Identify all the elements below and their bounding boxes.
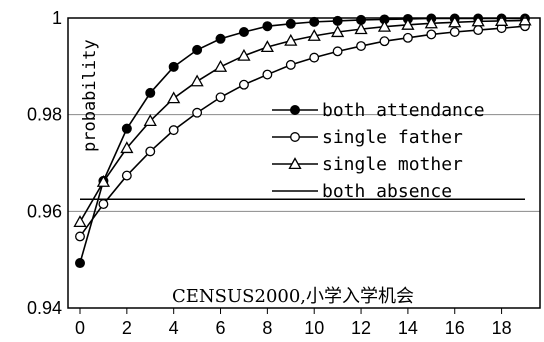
data-point-single-father bbox=[192, 107, 203, 118]
legend-item-both-attendance: both attendance bbox=[272, 100, 485, 121]
data-point-both-attendance bbox=[168, 61, 179, 72]
data-point-single-father bbox=[449, 27, 460, 37]
data-point-single-father bbox=[332, 46, 343, 57]
data-point-single-father bbox=[98, 199, 109, 210]
data-point-single-mother bbox=[237, 48, 251, 61]
data-point-both-attendance bbox=[262, 21, 273, 32]
y-tick-label: 0.94 bbox=[27, 298, 62, 318]
x-tick-label: 0 bbox=[75, 318, 85, 338]
x-tick-label: 6 bbox=[216, 318, 226, 338]
data-point-both-attendance bbox=[75, 258, 85, 269]
data-point-single-mother bbox=[307, 29, 321, 41]
data-point-single-father bbox=[309, 52, 320, 63]
plot-frame bbox=[67, 17, 541, 309]
data-point-single-mother bbox=[518, 13, 532, 26]
data-point-single-mother bbox=[471, 14, 485, 27]
data-point-single-father bbox=[238, 79, 249, 90]
data-point-single-mother bbox=[260, 40, 274, 53]
legend-label: single mother bbox=[322, 154, 463, 175]
series-layer bbox=[73, 13, 532, 269]
legend-swatch-marker bbox=[290, 105, 300, 115]
y-axis-label: probability bbox=[80, 39, 100, 152]
x-tick-label: 10 bbox=[304, 318, 324, 338]
data-point-single-mother bbox=[401, 17, 415, 30]
data-point-single-father bbox=[356, 41, 367, 51]
data-point-single-mother bbox=[354, 22, 368, 35]
data-point-single-mother bbox=[284, 33, 298, 46]
legend: both attendance single father single mothe… bbox=[272, 100, 485, 202]
x-tick-label: 18 bbox=[492, 318, 512, 338]
series-single-mother bbox=[73, 13, 532, 228]
data-point-single-mother bbox=[448, 15, 462, 28]
data-point-single-father bbox=[121, 170, 132, 181]
data-point-single-mother bbox=[167, 91, 181, 104]
data-point-single-mother bbox=[377, 19, 392, 32]
y-tick-label: 1 bbox=[52, 8, 62, 28]
legend-swatch-marker bbox=[290, 132, 300, 142]
y-tick-label: 0.98 bbox=[27, 105, 62, 125]
legend-label: both absence bbox=[322, 181, 452, 202]
series-line-single-mother bbox=[79, 19, 526, 223]
x-tick-label: 14 bbox=[398, 318, 418, 338]
data-point-single-mother bbox=[331, 25, 345, 38]
data-point-single-father bbox=[215, 92, 226, 103]
legend-swatch-marker bbox=[288, 157, 302, 170]
x-tick-label: 12 bbox=[351, 318, 371, 338]
x-tick-label: 4 bbox=[169, 318, 179, 338]
data-point-single-father bbox=[285, 59, 296, 70]
x-tick-label: 2 bbox=[122, 318, 132, 338]
data-point-single-father bbox=[426, 29, 437, 40]
data-point-both-attendance bbox=[121, 123, 132, 134]
legend-label: both attendance bbox=[322, 100, 485, 121]
data-point-single-mother bbox=[494, 14, 509, 26]
data-point-single-father bbox=[75, 231, 85, 242]
data-point-single-mother bbox=[96, 175, 111, 187]
x-tick-label: 8 bbox=[262, 318, 272, 338]
data-point-single-father bbox=[402, 32, 413, 43]
data-point-both-attendance bbox=[215, 33, 226, 44]
y-tick-label: 0.96 bbox=[27, 201, 62, 221]
legend-item-both-absence: both absence bbox=[272, 181, 452, 202]
data-point-single-mother bbox=[424, 16, 438, 29]
data-point-single-father bbox=[145, 146, 156, 157]
data-point-single-mother bbox=[120, 141, 134, 154]
data-point-single-father bbox=[168, 125, 179, 136]
data-point-both-attendance bbox=[145, 87, 156, 98]
data-point-both-attendance bbox=[192, 44, 203, 55]
data-point-both-attendance bbox=[285, 18, 296, 29]
chart-annotation: CENSUS2000,小学入学机会 bbox=[172, 286, 414, 307]
legend-item-single-mother: single mother bbox=[272, 154, 463, 175]
data-point-single-father bbox=[262, 69, 273, 80]
legend-label: single father bbox=[322, 127, 463, 148]
data-point-single-mother bbox=[73, 215, 87, 228]
data-point-single-father bbox=[379, 36, 390, 47]
x-tick-label: 16 bbox=[445, 318, 465, 338]
data-point-both-attendance bbox=[238, 27, 249, 38]
data-point-single-mother bbox=[190, 74, 204, 87]
legend-item-single-father: single father bbox=[272, 127, 463, 148]
data-point-single-mother bbox=[213, 59, 228, 72]
data-point-single-father bbox=[473, 25, 484, 36]
data-point-single-mother bbox=[143, 114, 157, 126]
